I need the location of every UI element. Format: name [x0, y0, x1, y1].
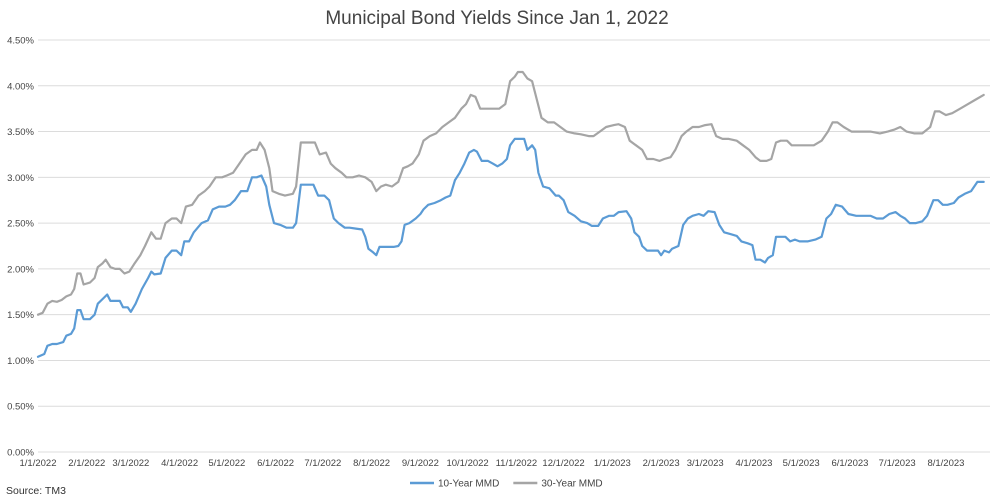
x-axis-ticks: 1/1/2022 2/1/2022 3/1/2022 4/1/2022 5/1/2022…: [20, 458, 965, 469]
x-tick-label: 1/1/2022: [20, 458, 57, 469]
legend-label: 10-Year MMD: [438, 479, 499, 490]
y-tick-label: 4.00%: [7, 81, 34, 92]
series-line-10-year: [36, 137, 985, 358]
x-tick-label: 8/1/2023: [927, 458, 964, 469]
x-tick-label: 7/1/2023: [879, 458, 916, 469]
x-tick-label: 3/1/2023: [687, 458, 724, 469]
x-tick-label: 11/1/2022: [496, 458, 538, 469]
x-tick-label: 6/1/2022: [257, 458, 294, 469]
x-tick-label: 5/1/2023: [783, 458, 820, 469]
legend: 10-Year MMD 30-Year MMD: [410, 479, 603, 490]
y-tick-label: 1.50%: [7, 310, 34, 321]
x-tick-label: 10/1/2022: [446, 458, 488, 469]
x-tick-label: 2/1/2022: [68, 458, 105, 469]
gridlines: [38, 39, 990, 453]
series-lines: [36, 70, 985, 358]
y-tick-label: 1.00%: [7, 356, 34, 367]
x-tick-label: 6/1/2023: [831, 458, 868, 469]
legend-label: 30-Year MMD: [541, 479, 602, 490]
chart-title: Municipal Bond Yields Since Jan 1, 2022: [325, 8, 668, 29]
series-line-30-year: [36, 70, 985, 316]
y-tick-label: 2.00%: [7, 264, 34, 275]
y-tick-label: 3.50%: [7, 127, 34, 138]
y-tick-label: 4.50%: [7, 36, 34, 47]
x-tick-label: 4/1/2023: [735, 458, 772, 469]
x-tick-label: 3/1/2022: [112, 458, 149, 469]
x-tick-label: 8/1/2022: [353, 458, 390, 469]
x-tick-label: 12/1/2022: [542, 458, 584, 469]
x-tick-label: 7/1/2022: [304, 458, 341, 469]
x-tick-label: 5/1/2022: [208, 458, 245, 469]
x-tick-label: 4/1/2022: [161, 458, 198, 469]
source-note: Source: TM3: [6, 485, 66, 497]
y-tick-label: 2.50%: [7, 219, 34, 230]
y-tick-label: 0.00%: [7, 448, 34, 459]
y-tick-label: 3.00%: [7, 173, 34, 184]
y-tick-label: 0.50%: [7, 402, 34, 413]
x-tick-label: 2/1/2023: [643, 458, 680, 469]
x-tick-label: 9/1/2022: [402, 458, 439, 469]
y-axis-ticks: 0.00% 0.50% 1.00% 1.50% 2.00% 2.50% 3.00% 3.50%…: [7, 36, 34, 459]
x-tick-label: 1/1/2023: [594, 458, 631, 469]
